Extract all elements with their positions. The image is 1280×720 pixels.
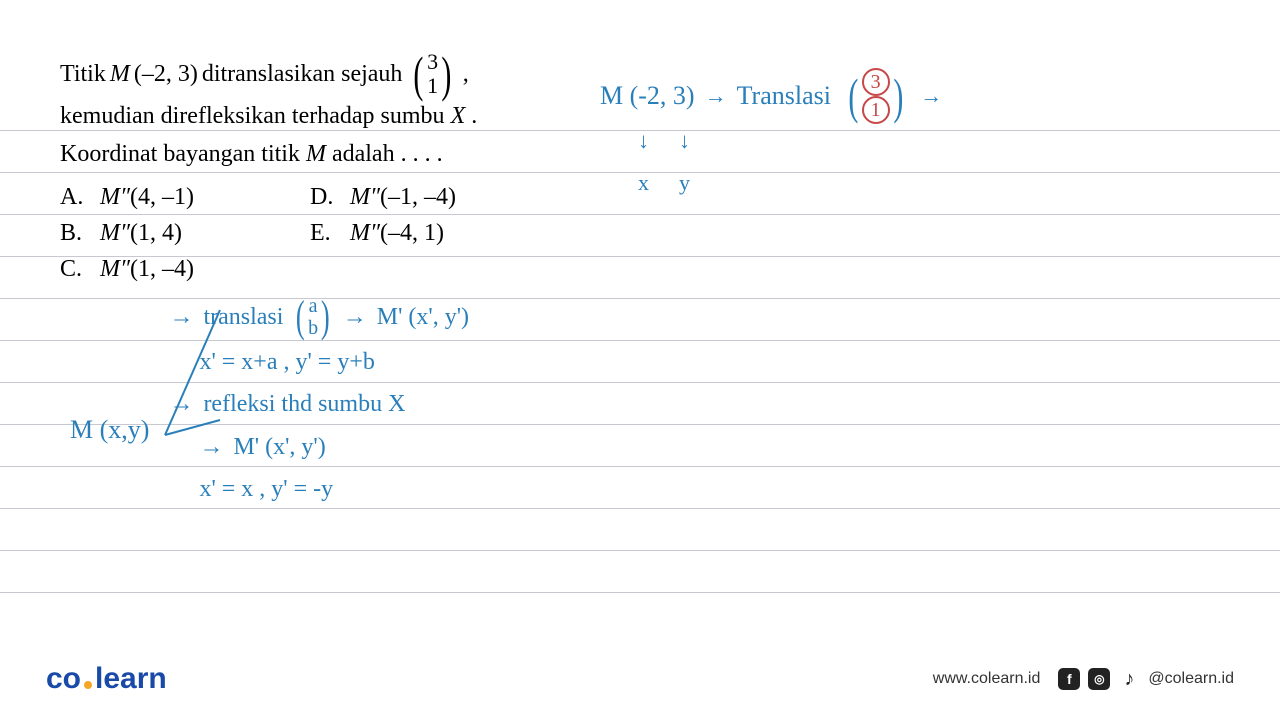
hw-m-point: M (-2, 3)	[600, 81, 695, 111]
axis-X: X	[451, 103, 466, 129]
hw-translasi: Translasi	[737, 81, 831, 111]
translation-vector: ( 3 1 )	[410, 50, 454, 98]
q-line3-post: adalah . . . .	[332, 141, 443, 167]
hw-origin-point: M (x,y)	[70, 415, 149, 445]
circled-3: 3	[862, 68, 890, 96]
x-label: x	[638, 170, 649, 196]
down-arrow-icon: ↓	[679, 128, 690, 154]
down-arrow-icon: ↓	[638, 128, 649, 154]
option-a: A. M″(4, –1)	[60, 179, 310, 215]
arrow-icon: →	[169, 385, 193, 423]
colearn-logo: co learn	[46, 662, 167, 696]
mid-handwriting: M (x,y) → translasi ( a b ) → M' (x', y'…	[70, 295, 770, 509]
circled-1: 1	[862, 96, 890, 124]
facebook-icon: f	[1058, 668, 1080, 690]
footer-url: www.colearn.id	[933, 670, 1041, 688]
q-text: ditranslasikan sejauh	[202, 56, 403, 93]
var-M: M	[110, 56, 130, 93]
y-label: y	[679, 170, 690, 196]
q-line2: kemudian direfleksikan terhadap sumbu	[60, 103, 451, 129]
q-text: Titik	[60, 56, 106, 93]
var-M2: M	[306, 141, 326, 167]
logo-dot-icon	[84, 681, 92, 689]
top-handwriting: M (-2, 3) → Translasi ( 3 1 ) → ↓ ↓ x y	[600, 68, 942, 196]
suffix: ,	[463, 56, 469, 93]
social-icons: f ◎ ♪ @colearn.id	[1058, 668, 1234, 690]
vec-top: 3	[427, 50, 438, 74]
tiktok-icon: ♪	[1118, 668, 1140, 690]
option-d: D. M″(–1, –4)	[310, 179, 560, 215]
coords: (–2, 3)	[134, 56, 198, 93]
vec-bot: 1	[427, 74, 438, 98]
period: .	[471, 103, 477, 129]
hw-vector: ( 3 1 )	[845, 68, 906, 124]
social-handle: @colearn.id	[1148, 670, 1234, 688]
hw-refleksi-label: refleksi thd sumbu X	[203, 385, 405, 423]
footer: co learn www.colearn.id f ◎ ♪ @colearn.i…	[0, 662, 1280, 696]
logo-co: co	[46, 662, 81, 696]
hw-ab-vector: ( a b )	[293, 295, 332, 339]
arrow-icon: →	[199, 428, 223, 466]
arrow-icon: →	[705, 83, 727, 109]
hw-translation-eq: x' = x+a , y' = y+b	[199, 343, 374, 381]
option-b: B. M″(1, 4)	[60, 215, 310, 251]
arrow-icon: →	[343, 298, 367, 336]
option-e: E. M″(–4, 1)	[310, 215, 560, 251]
hw-m-prime: M' (x', y')	[377, 298, 469, 336]
q-line3-pre: Koordinat bayangan titik	[60, 141, 306, 167]
arrow-icon: →	[920, 83, 942, 109]
hw-m-prime-2: M' (x', y')	[233, 428, 325, 466]
hw-reflection-eq: x' = x , y' = -y	[199, 470, 333, 508]
arrow-icon: →	[169, 298, 193, 336]
hw-translasi-label: translasi	[203, 298, 283, 336]
option-c: C. M″(1, –4)	[60, 251, 310, 287]
logo-learn: learn	[95, 662, 167, 696]
instagram-icon: ◎	[1088, 668, 1110, 690]
